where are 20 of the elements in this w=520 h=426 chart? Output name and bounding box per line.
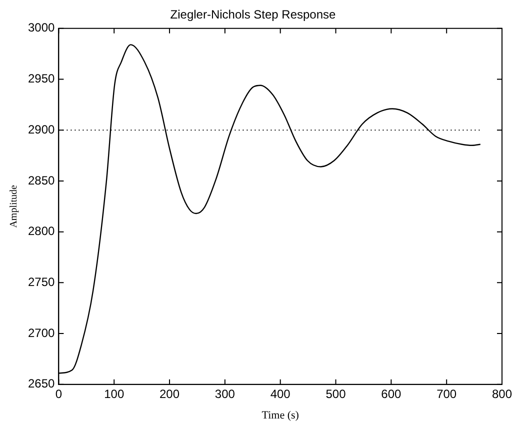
x-tick-label: 500 [326, 386, 346, 401]
x-tick-label: 0 [55, 386, 62, 401]
y-tick-label: 2850 [28, 173, 56, 188]
y-tick-label: 2900 [28, 122, 56, 136]
x-axis-title: Time (s) [262, 409, 300, 422]
y-axis-title: Amplitude [8, 184, 20, 228]
x-tick-label: 600 [381, 386, 402, 401]
x-tick-label: 200 [160, 386, 180, 401]
x-tick-label: 400 [270, 386, 291, 401]
y-tick-label: 2950 [28, 72, 56, 86]
x-tick-label: 700 [436, 386, 457, 401]
y-tick-label: 3000 [28, 20, 56, 35]
y-tick-label: 2650 [28, 376, 56, 391]
y-tick-label: 2750 [28, 275, 56, 289]
y-tick-label: 2700 [28, 326, 56, 340]
x-tick-label: 100 [104, 386, 124, 401]
y-tick-label: 2800 [28, 224, 56, 238]
x-tick-label: 300 [214, 386, 236, 401]
x-tick-label: 800 [492, 386, 512, 401]
chart-title: Ziegler-Nichols Step Response [170, 8, 336, 22]
